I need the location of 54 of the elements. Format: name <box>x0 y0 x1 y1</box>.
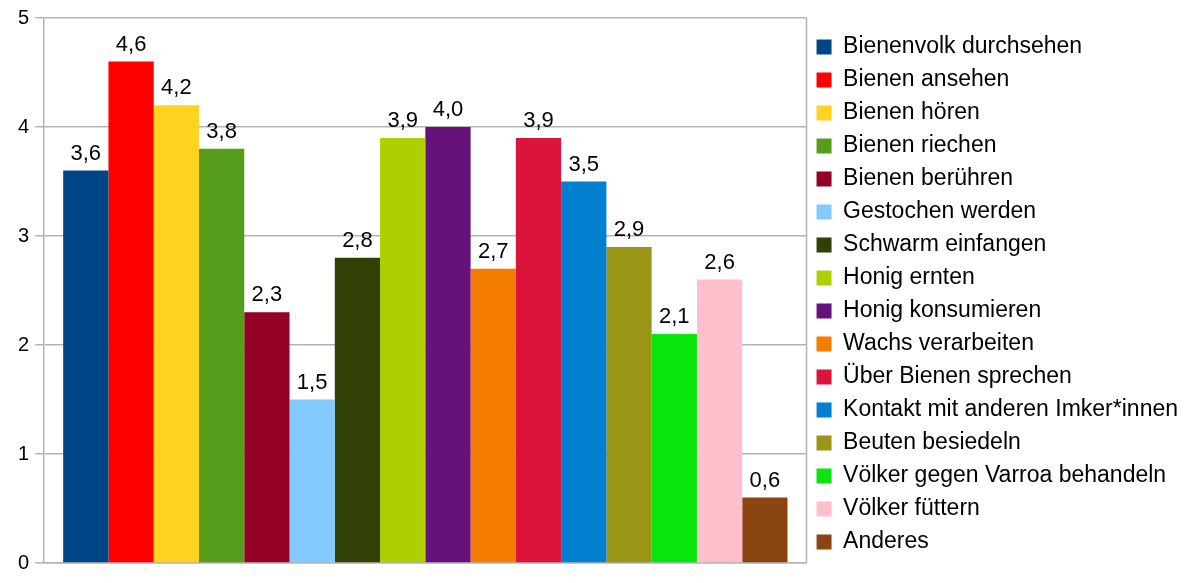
data-label: 2,8 <box>342 226 373 252</box>
bar <box>470 268 516 563</box>
data-label: 1,5 <box>296 368 328 394</box>
bar <box>606 246 652 563</box>
data-label: 2,6 <box>704 248 735 274</box>
bar <box>561 181 607 563</box>
legend-label: Völker füttern <box>843 494 980 521</box>
bar <box>244 312 290 563</box>
y-tick-label: 4 <box>18 114 30 137</box>
bar <box>651 334 697 563</box>
legend-label: Bienen hören <box>843 98 980 125</box>
data-label: 3,5 <box>568 150 600 176</box>
bar <box>425 127 471 563</box>
y-tick-label: 2 <box>18 332 30 355</box>
bar <box>515 137 562 563</box>
data-label: 4,0 <box>432 96 464 122</box>
bar <box>380 137 426 563</box>
bar <box>198 148 245 563</box>
legend-label: Bienen ansehen <box>843 65 1010 92</box>
data-label: 2,9 <box>613 215 645 241</box>
data-label: 0,6 <box>749 466 781 492</box>
y-tick-label: 1 <box>18 441 30 464</box>
data-label: 3,9 <box>523 106 554 132</box>
data-label: 3,8 <box>206 117 237 143</box>
legend-label: Gestochen werden <box>843 197 1037 224</box>
data-label: 2,3 <box>251 281 283 307</box>
bar <box>108 61 154 563</box>
legend-label: Schwarm einfangen <box>843 230 1047 257</box>
data-label: 2,1 <box>659 303 690 329</box>
bar <box>153 105 199 563</box>
legend-label: Bienen berühren <box>843 164 1014 191</box>
legend-label: Beuten besiedeln <box>843 428 1021 455</box>
data-label: 3,6 <box>70 139 102 165</box>
bar <box>696 279 743 563</box>
legend-label: Wachs verarbeiten <box>843 329 1034 356</box>
legend-label: Über Bienen sprechen <box>843 362 1072 389</box>
legend-label: Völker gegen Varroa behandeln <box>843 461 1167 488</box>
legend-label: Kontakt mit anderen Imker*innen <box>843 395 1179 422</box>
data-label: 3,9 <box>387 106 418 132</box>
data-label: 2,7 <box>477 237 509 263</box>
y-tick-label: 5 <box>18 5 30 28</box>
bar <box>334 257 381 563</box>
y-tick-label: 0 <box>18 550 30 573</box>
legend-label: Honig ernten <box>843 263 975 290</box>
bar <box>63 170 109 563</box>
data-label: 4,6 <box>115 30 147 56</box>
bar <box>742 497 788 563</box>
legend-label: Honig konsumieren <box>843 296 1042 323</box>
y-tick-label: 3 <box>18 223 30 246</box>
legend-label: Anderes <box>843 527 929 554</box>
legend-label: Bienenvolk durchsehen <box>843 32 1083 59</box>
data-label: 4,2 <box>161 74 192 100</box>
legend-label: Bienen riechen <box>843 131 997 158</box>
bar <box>289 399 335 563</box>
